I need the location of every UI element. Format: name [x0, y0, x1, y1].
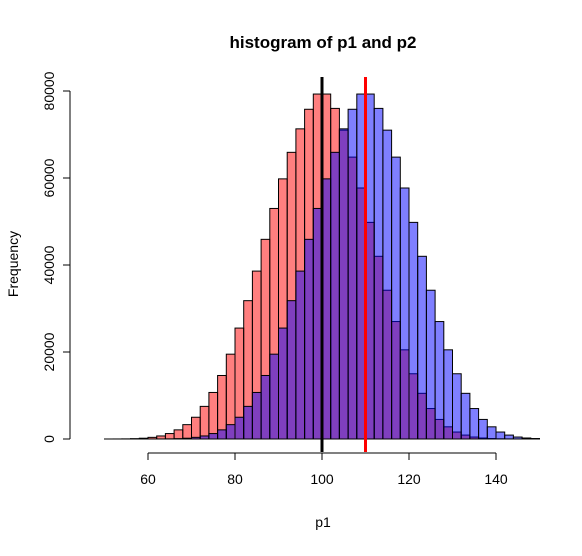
series-b-bars	[148, 94, 540, 439]
histogram-bar	[426, 290, 435, 439]
histogram-bar	[165, 434, 174, 439]
y-tick-label: 80000	[41, 71, 57, 110]
histogram-bar	[339, 129, 348, 439]
y-axis-label: Frequency	[5, 231, 21, 297]
histogram-bar	[192, 417, 201, 439]
histogram-bar	[444, 350, 453, 439]
histogram-bar	[279, 328, 288, 439]
histogram-bar	[331, 152, 340, 439]
y-tick-label: 60000	[41, 158, 57, 197]
histogram-bar	[409, 222, 418, 439]
histogram-bar	[200, 406, 209, 439]
histogram-bar	[174, 430, 183, 439]
histogram-bar	[453, 374, 462, 439]
histogram-bar	[487, 427, 496, 439]
y-axis: 0 20000 40000 60000 80000	[41, 71, 70, 443]
histogram-bar	[287, 301, 296, 439]
histogram-bar	[209, 392, 218, 439]
x-tick-label: 140	[484, 471, 508, 487]
histogram-bar	[435, 322, 444, 439]
histogram-bar	[200, 436, 209, 439]
histogram-bar	[226, 425, 235, 439]
x-tick-label: 120	[397, 471, 421, 487]
histogram-bar	[418, 256, 427, 439]
histogram-bar	[348, 109, 357, 439]
x-axis: 60 80 100 120 140	[140, 453, 508, 487]
x-axis-label: p1	[315, 514, 331, 530]
histogram-bar	[261, 375, 270, 439]
histogram-bar	[461, 393, 470, 439]
y-tick-label: 20000	[41, 332, 57, 371]
histogram-bar	[374, 108, 383, 439]
histogram-bar	[522, 438, 531, 439]
histogram-bar	[470, 409, 479, 439]
histogram-bar	[383, 130, 392, 439]
y-tick-label: 0	[41, 435, 57, 443]
histogram-bar	[252, 392, 261, 439]
histogram-bar	[209, 434, 218, 439]
histogram-bar	[496, 432, 505, 439]
histogram-bar	[183, 425, 192, 439]
y-tick-label: 40000	[41, 245, 57, 284]
histogram-bar	[305, 239, 314, 439]
chart-title: histogram of p1 and p2	[229, 33, 416, 52]
x-tick-label: 60	[140, 471, 156, 487]
histogram-bar	[505, 435, 514, 439]
histogram-bar	[244, 406, 253, 439]
histogram-bar	[218, 430, 227, 439]
x-tick-label: 100	[310, 471, 334, 487]
histogram-bar	[235, 417, 244, 439]
histogram-bar	[513, 437, 522, 439]
histogram-bar	[183, 438, 192, 439]
histogram-bar	[479, 419, 488, 439]
histogram-bar	[400, 188, 409, 439]
histogram-bar	[139, 438, 148, 439]
histogram-bar	[296, 271, 305, 439]
x-tick-label: 80	[227, 471, 243, 487]
histogram-bar	[270, 354, 279, 439]
histogram-bar	[192, 437, 201, 439]
histogram-bar	[392, 157, 401, 439]
